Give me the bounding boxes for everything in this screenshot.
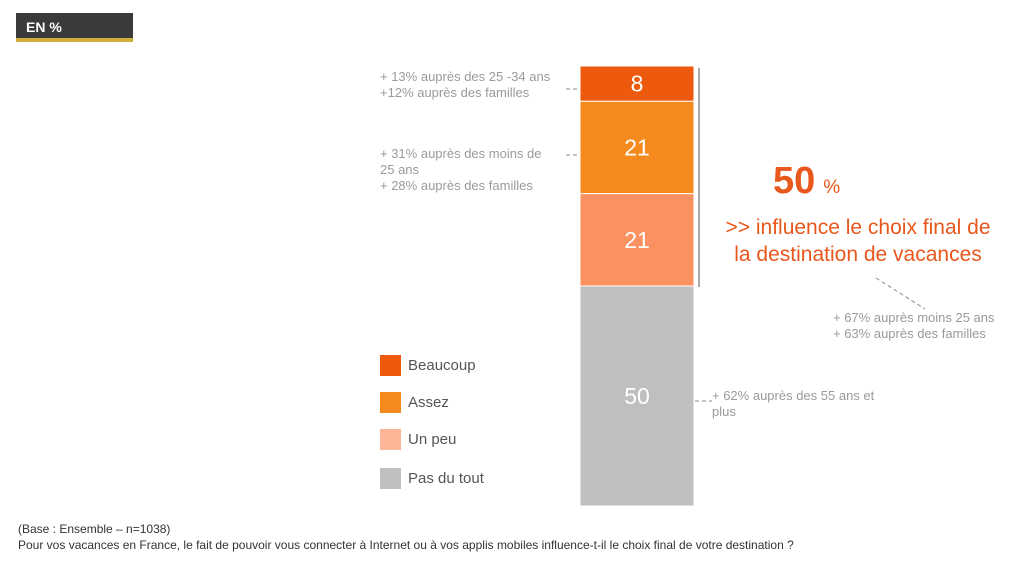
bar-segment-beaucoup (579, 65, 695, 102)
footer-base: (Base : Ensemble – n=1038) (18, 522, 171, 536)
highlight-text: >> influence le choix final de la destin… (725, 216, 991, 266)
annotation-assez: + 31% auprès des moins de 25 ans + 28% a… (380, 146, 542, 193)
legend-label-un-peu: Un peu (408, 431, 457, 448)
unit-badge: EN % (16, 13, 133, 42)
bar-group: 50 21 21 8 (579, 65, 695, 507)
legend-label-pas-du-tout: Pas du tout (408, 470, 484, 487)
footer: (Base : Ensemble – n=1038) Pour vos vaca… (18, 521, 794, 553)
data-label-un-peu: 21 (624, 227, 650, 253)
legend-swatch-un-peu (380, 429, 401, 450)
data-label-assez: 21 (624, 134, 650, 160)
legend-swatch-beaucoup (380, 355, 401, 376)
highlight-figure: 50% (773, 160, 840, 203)
legend-swatch-assez (380, 392, 401, 413)
data-label-pas-du-tout: 50 (624, 383, 650, 409)
highlight-unit: % (823, 177, 841, 198)
highlight-value: 50 (773, 160, 816, 202)
annotation-beaucoup: + 13% auprès des 25 -34 ans +12% auprès … (380, 69, 551, 100)
data-label-beaucoup: 8 (631, 71, 644, 97)
bar-segment-un-peu (579, 193, 695, 287)
connector-lines (566, 88, 926, 402)
legend-swatch-pas-du-tout (380, 468, 401, 489)
legend-label-assez: Assez (408, 394, 449, 411)
bar-segment-assez (579, 100, 695, 195)
annotation-pas-du-tout: + 62% auprès des 55 ans et plus (712, 388, 875, 419)
legend-label-beaucoup: Beaucoup (408, 357, 476, 374)
footer-question: Pour vos vacances en France, le fait de … (18, 538, 794, 552)
bar-segment-pas-du-tout (579, 285, 695, 507)
connector-highlight (875, 277, 926, 310)
unit-badge-label: EN % (26, 19, 62, 35)
highlight-note: + 67% auprès moins 25 ans + 63% auprès d… (833, 310, 995, 341)
